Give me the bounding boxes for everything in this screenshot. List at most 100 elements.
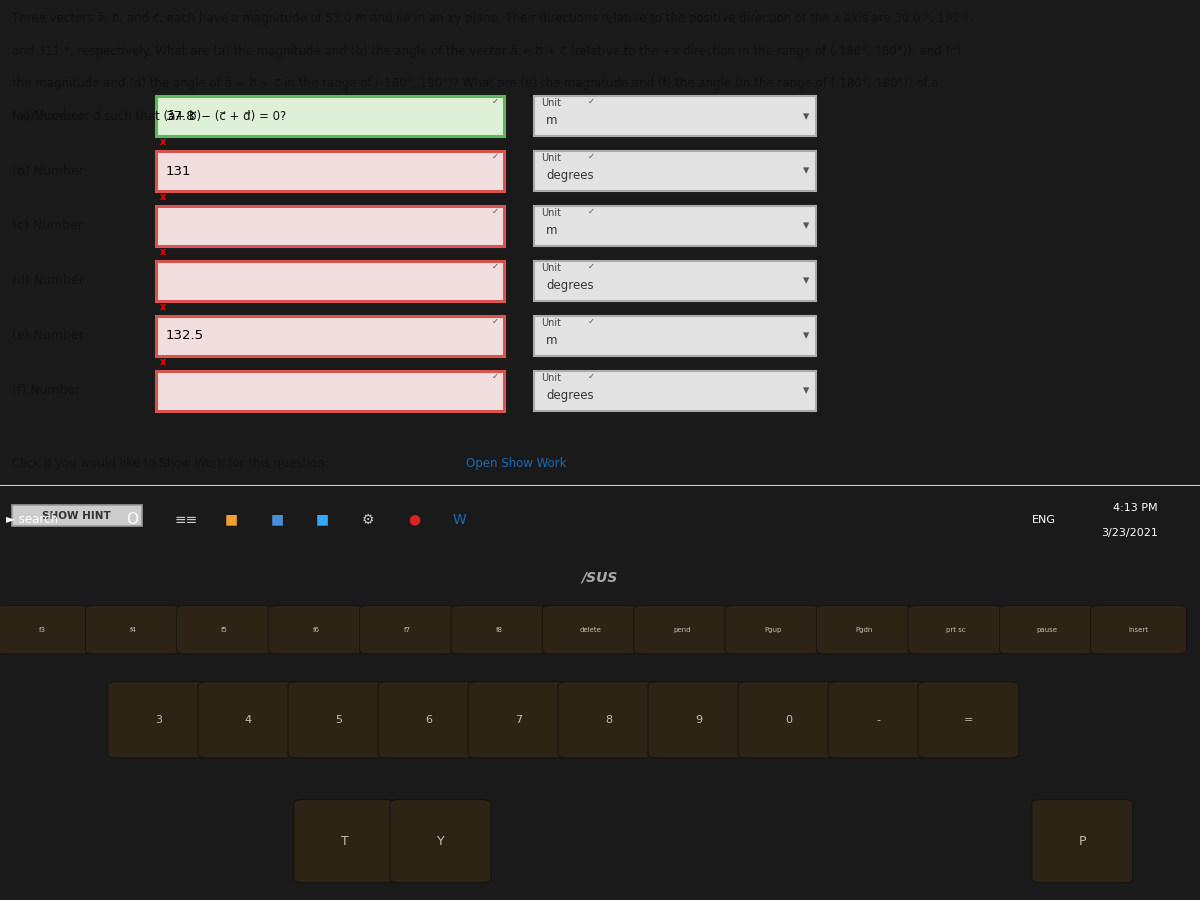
Text: 37.8: 37.8 [166, 110, 196, 122]
FancyBboxPatch shape [534, 96, 816, 136]
Text: ●: ● [408, 513, 420, 526]
FancyBboxPatch shape [198, 681, 299, 758]
Text: ✓: ✓ [492, 97, 499, 106]
Text: 131: 131 [166, 165, 191, 177]
Text: delete: delete [580, 626, 601, 633]
FancyBboxPatch shape [634, 606, 730, 654]
Text: ▾: ▾ [803, 110, 809, 122]
FancyBboxPatch shape [0, 554, 1200, 595]
FancyBboxPatch shape [156, 151, 504, 191]
Text: ✓: ✓ [492, 317, 499, 326]
Text: /SUS: /SUS [582, 571, 618, 585]
Text: Three vectors ā, b⃗, and c⃗, each have a magnitude of 53.0 m and lie in an xy pl: Three vectors ā, b⃗, and c⃗, each have a… [12, 13, 973, 25]
Text: T: T [341, 834, 348, 848]
FancyBboxPatch shape [534, 206, 816, 246]
Text: Unit: Unit [541, 318, 562, 328]
FancyBboxPatch shape [534, 316, 816, 356]
FancyBboxPatch shape [156, 96, 504, 136]
Text: ✓: ✓ [588, 152, 595, 161]
FancyBboxPatch shape [828, 681, 929, 758]
Text: m: m [546, 224, 558, 238]
FancyBboxPatch shape [1032, 799, 1133, 883]
Text: m: m [546, 334, 558, 347]
Text: ✓: ✓ [588, 262, 595, 271]
Text: ■: ■ [271, 513, 283, 526]
Text: ✓: ✓ [492, 372, 499, 381]
Text: Unit: Unit [541, 153, 562, 163]
Text: 3: 3 [155, 715, 162, 724]
Text: 9: 9 [695, 715, 702, 724]
Text: the magnitude and (d) the angle of ā − b⃗ + c⃗ in the range of (-180°, 180°)? Wh: the magnitude and (d) the angle of ā − b… [12, 77, 938, 90]
Text: (f) Number: (f) Number [12, 384, 80, 397]
Text: ▾: ▾ [803, 384, 809, 397]
Text: ▾: ▾ [803, 274, 809, 287]
Text: f3: f3 [38, 626, 46, 633]
FancyBboxPatch shape [156, 206, 504, 246]
FancyBboxPatch shape [85, 606, 181, 654]
Text: Pgup: Pgup [764, 626, 781, 633]
FancyBboxPatch shape [648, 681, 749, 758]
Text: x: x [160, 302, 166, 312]
Text: 8: 8 [605, 715, 612, 724]
Text: ▾: ▾ [803, 329, 809, 342]
Text: 132.5: 132.5 [166, 329, 204, 342]
Text: (e) Number: (e) Number [12, 329, 84, 342]
Text: and 311 °, respectively. What are (a) the magnitude and (b) the angle of the vec: and 311 °, respectively. What are (a) th… [12, 45, 961, 58]
Text: ▾: ▾ [803, 165, 809, 177]
Text: f5: f5 [221, 626, 228, 633]
Text: ✓: ✓ [492, 207, 499, 216]
FancyBboxPatch shape [360, 606, 456, 654]
FancyBboxPatch shape [725, 606, 821, 654]
Text: Unit: Unit [541, 98, 562, 108]
Text: (b) Number: (b) Number [12, 165, 84, 177]
Text: Unit: Unit [541, 208, 562, 218]
FancyBboxPatch shape [542, 606, 638, 654]
Text: 4:13 PM: 4:13 PM [1114, 502, 1158, 513]
Text: f8: f8 [496, 626, 503, 633]
Text: (a) Number: (a) Number [12, 110, 84, 122]
FancyBboxPatch shape [468, 681, 569, 758]
Text: ✓: ✓ [588, 317, 595, 326]
Text: 3/23/2021: 3/23/2021 [1102, 528, 1158, 538]
FancyBboxPatch shape [816, 606, 912, 654]
Text: f6: f6 [313, 626, 319, 633]
Text: ■: ■ [226, 513, 238, 526]
FancyBboxPatch shape [918, 681, 1019, 758]
Text: ≡≡: ≡≡ [174, 513, 198, 526]
FancyBboxPatch shape [156, 316, 504, 356]
FancyBboxPatch shape [738, 681, 839, 758]
FancyBboxPatch shape [288, 681, 389, 758]
Text: 4: 4 [245, 715, 252, 724]
FancyBboxPatch shape [1091, 606, 1187, 654]
Text: x: x [160, 357, 166, 367]
Text: ✓: ✓ [588, 97, 595, 106]
FancyBboxPatch shape [534, 371, 816, 410]
FancyBboxPatch shape [156, 371, 504, 410]
Text: W: W [452, 513, 467, 526]
Text: =: = [964, 715, 973, 724]
Text: Pgdn: Pgdn [856, 626, 874, 633]
Text: pause: pause [1037, 626, 1057, 633]
FancyBboxPatch shape [176, 606, 272, 654]
Text: -: - [876, 715, 881, 724]
Text: P: P [1079, 834, 1086, 848]
FancyBboxPatch shape [108, 681, 209, 758]
Text: pend: pend [673, 626, 690, 633]
FancyBboxPatch shape [156, 261, 504, 301]
Text: f7: f7 [404, 626, 412, 633]
Text: 7: 7 [515, 715, 522, 724]
Text: Click if you would like to Show Work for this question:: Click if you would like to Show Work for… [12, 457, 329, 470]
Text: m: m [546, 114, 558, 128]
Text: prt sc: prt sc [946, 626, 966, 633]
Text: O: O [126, 512, 138, 527]
FancyBboxPatch shape [294, 799, 395, 883]
Text: fourth vector d⃗ such that (ā+ b⃗)− (c⃗ + d⃗) = 0?: fourth vector d⃗ such that (ā+ b⃗)− (c⃗ … [12, 110, 287, 122]
Text: 5: 5 [335, 715, 342, 724]
Text: x: x [160, 248, 166, 257]
Text: ✓: ✓ [492, 152, 499, 161]
Text: degrees: degrees [546, 169, 594, 183]
Text: ✓: ✓ [588, 372, 595, 381]
FancyBboxPatch shape [378, 681, 479, 758]
Text: ⚙: ⚙ [362, 513, 374, 526]
Text: x: x [160, 193, 166, 202]
